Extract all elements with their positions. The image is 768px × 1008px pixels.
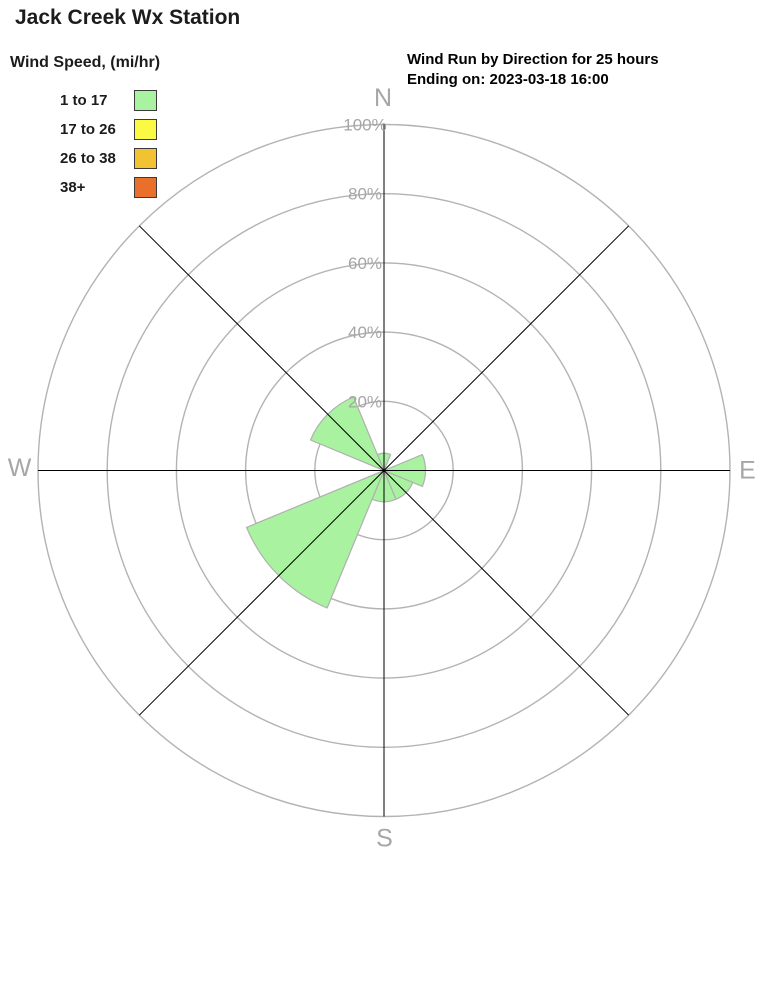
legend-swatch — [134, 119, 157, 140]
chart-subtitle-line1: Wind Run by Direction for 25 hours — [407, 51, 659, 68]
ring-label-20: 20% — [348, 392, 382, 411]
legend-swatch — [134, 177, 157, 198]
legend-swatch — [134, 148, 157, 169]
compass-label-e: E — [739, 457, 756, 485]
legend-item-1: 17 to 26 — [60, 115, 157, 144]
chart-subtitle-line2: Ending on: 2023-03-18 16:00 — [407, 71, 609, 88]
legend-label: 26 to 38 — [60, 150, 116, 167]
page-title: Jack Creek Wx Station — [15, 6, 241, 29]
legend-title: Wind Speed, (mi/hr) — [10, 54, 161, 71]
chart-subtitle: Wind Run by Direction for 25 hours Endin… — [407, 50, 659, 90]
ring-label-100: 100% — [343, 116, 386, 135]
compass-label-w: W — [8, 454, 32, 482]
legend-label: 1 to 17 — [60, 92, 108, 109]
ring-label-60: 60% — [348, 254, 382, 273]
legend-item-0: 1 to 17 — [60, 86, 157, 115]
ring-label-40: 40% — [348, 323, 382, 342]
compass-label-n: N — [374, 84, 392, 112]
axis-ne-sw — [138, 225, 630, 716]
wind-speed-legend: 1 to 17 17 to 26 26 to 38 38+ — [60, 86, 157, 202]
ring-label-80: 80% — [348, 185, 382, 204]
legend-label: 38+ — [60, 179, 86, 196]
legend-swatch — [134, 90, 157, 111]
legend-label: 17 to 26 — [60, 121, 116, 138]
legend-item-2: 26 to 38 — [60, 144, 157, 173]
compass-label-s: S — [376, 825, 393, 853]
legend-item-3: 38+ — [60, 173, 157, 202]
